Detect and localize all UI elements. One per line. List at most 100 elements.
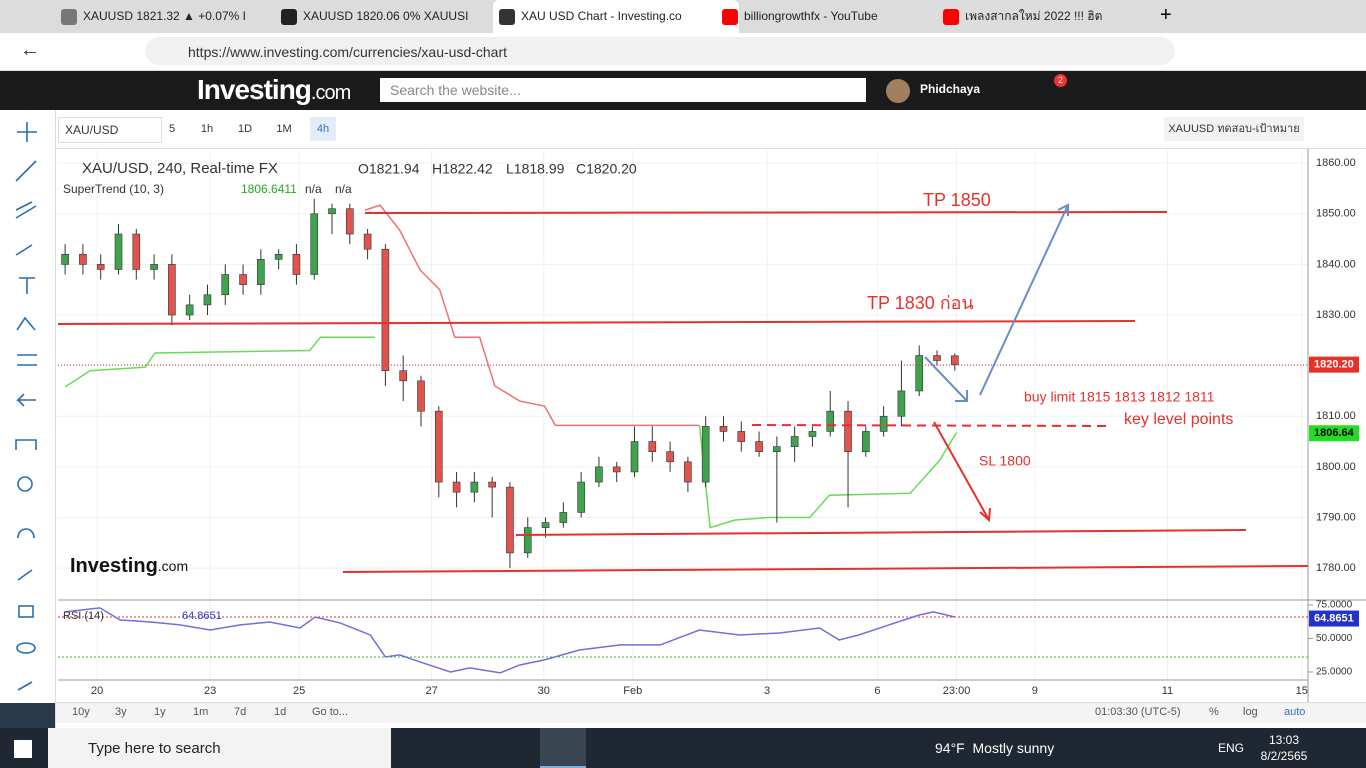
candle-body [577,481,585,513]
range-button[interactable]: 1y [154,706,166,718]
x-tick-label: 3 [764,685,770,697]
x-tick-label: 27 [426,685,438,697]
candle-body [790,436,799,447]
tab[interactable]: เพลงสากลใหม่ 2022 !!! ฮิต [937,0,1155,33]
tab-title: XAU USD Chart - Investing.co [521,9,682,23]
annotation: key level points [1124,411,1233,428]
search-box[interactable]: Search the website... [380,78,866,102]
candle-body [185,304,194,316]
x-tick-label: 20 [91,685,103,697]
interval[interactable]: 1D [237,123,253,135]
candle-body [559,512,568,523]
candle-body [452,481,461,493]
tab-title: XAUUSD 1821.32 ▲ +0.07% I [83,9,246,23]
weather-text: Mostly sunny [972,740,1055,756]
candle-body [541,522,550,528]
price-label: 1806.64 [1314,427,1355,439]
range-button[interactable]: 1m [193,706,209,718]
clock[interactable]: 13:03 8/2/2565 [1254,732,1314,764]
url-box[interactable]: https://www.investing.com/currencies/xau… [145,37,1175,65]
clock: 01:03:30 (UTC-5) [1095,706,1181,718]
candle-body [755,441,763,452]
candle-body [523,527,532,554]
tab[interactable]: billiongrowthfx - YouTube [716,0,954,33]
tab[interactable]: XAUUSD 1820.06 0% XAUUSI [275,0,513,33]
percent-toggle[interactable]: % [1209,706,1219,718]
back-button[interactable]: ← [20,39,40,61]
rsi-tick-label: 25.0000 [1316,667,1353,678]
price-label: 1820.20 [1314,359,1354,371]
candle-body [719,426,728,432]
symbol-input[interactable]: XAU/USD [58,117,162,143]
candle-body [506,486,514,554]
url: https://www.investing.com/currencies/xau… [188,44,508,60]
taskbar-search[interactable]: Type here to search [48,728,391,768]
edge-button[interactable] [540,728,586,768]
address-bar: ← https://www.investing.com/currencies/x… [0,33,1366,71]
support-line [342,565,1309,573]
candle-body [897,390,906,417]
rsi-line [65,607,955,674]
tab-title: XAUUSD 1820.06 0% XAUUSI [303,9,469,23]
interval[interactable]: 1h [200,123,214,135]
site-header: Investing.com Search the website... Phid… [0,71,1366,110]
start-button[interactable] [14,740,32,758]
notification-badge[interactable]: 2 [1054,74,1067,87]
tab[interactable]: XAUUSD 1821.32 ▲ +0.07% I [55,0,293,33]
x-tick-label: Feb [623,685,642,697]
candle-body [150,264,158,270]
auto-toggle[interactable]: auto [1284,706,1306,718]
candle-body [310,213,319,275]
chart-title: XAU/USD, 240, Real-time FX [82,160,278,177]
x-tick-label: 30 [538,685,550,697]
user-name[interactable]: Phidchaya [920,82,981,96]
collapse-button[interactable] [0,703,55,728]
range-button[interactable]: 7d [234,706,247,718]
tab-title: เพลงสากลใหม่ 2022 !!! ฮิต [965,9,1103,23]
supertrend-line [698,425,958,529]
drawing-toolbar [0,110,56,728]
indicator-value: 1806.6411 [241,182,297,196]
range-button[interactable]: 1d [274,706,287,718]
candle-body [595,466,603,483]
candle-body [434,410,443,483]
weather[interactable]: 94°F Mostly sunny [935,740,1054,756]
y-tick-label: 1800.00 [1316,461,1356,473]
candle-body [826,410,835,432]
interval-active[interactable]: 4h [310,117,336,141]
x-tick-label: 6 [874,685,880,697]
candle-body [257,259,265,285]
candle-body [470,481,479,493]
drawing-icons [15,122,37,691]
y-tick-label: 1780.00 [1316,562,1356,574]
y-tick-label: 1860.00 [1316,157,1356,169]
tab-active[interactable]: XAU USD Chart - Investing.co [493,0,739,33]
avatar[interactable] [886,79,910,103]
range-button[interactable]: 3y [115,706,127,718]
x-tick-label: 15 [1296,685,1308,697]
candle-body [239,274,247,285]
tp1850-line [364,211,1168,214]
candle-body [363,233,372,250]
y-tick-label: 1840.00 [1316,258,1356,270]
template-select[interactable]: XAUUSD ทดสอบ-เป้าหมาย [1164,117,1304,141]
ohlc-value: C1820.20 [576,161,637,177]
interval[interactable]: 5 [168,123,176,135]
annotation: SL 1800 [979,453,1031,469]
rsi-value: 64.8651 [182,610,222,622]
goto-button[interactable]: Go to... [312,706,349,718]
new-tab[interactable]: + [1160,4,1172,26]
language[interactable]: ENG [1218,741,1245,755]
range-button[interactable]: 10y [72,706,90,718]
log-toggle[interactable]: log [1243,706,1258,718]
candle-body [488,481,496,488]
candle-body [737,431,746,442]
watermark-logo: Investing [70,555,158,577]
search-text: Type here to search [88,740,221,757]
interval[interactable]: 1M [276,123,292,135]
logo[interactable]: Investing.com [197,74,350,106]
sl-arrow [933,421,991,523]
candle-body [844,410,852,452]
ohlc-value: L1818.99 [506,161,565,177]
